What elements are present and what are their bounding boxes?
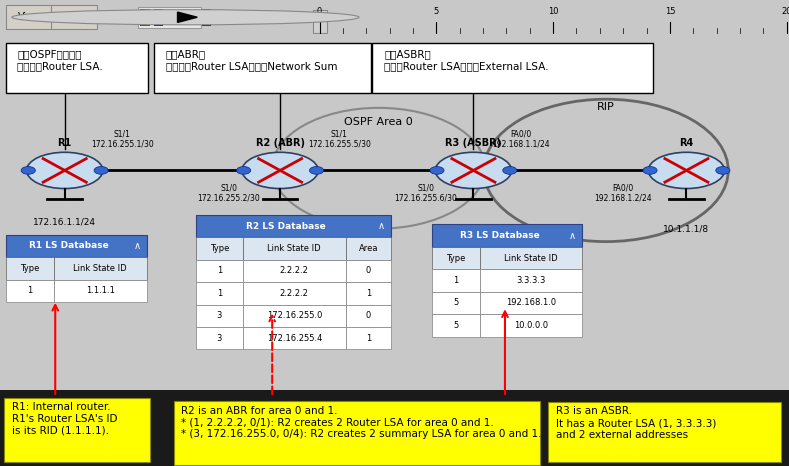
Text: R2 LS Database: R2 LS Database <box>245 221 326 231</box>
Bar <box>548 402 781 462</box>
Text: Tool: Tool <box>65 12 84 21</box>
Bar <box>313 10 327 33</box>
FancyBboxPatch shape <box>51 5 97 29</box>
Text: R1: R1 <box>58 138 72 148</box>
FancyBboxPatch shape <box>372 43 653 93</box>
FancyBboxPatch shape <box>6 43 148 93</box>
Ellipse shape <box>436 152 511 189</box>
Text: Type: Type <box>447 254 466 262</box>
Bar <box>346 305 391 327</box>
Text: R3 (ASBR): R3 (ASBR) <box>445 138 502 148</box>
Bar <box>196 327 243 350</box>
Bar <box>6 235 147 257</box>
Text: 5: 5 <box>434 7 439 15</box>
Circle shape <box>237 166 251 174</box>
Bar <box>243 282 346 305</box>
Bar <box>243 237 346 260</box>
Text: Type: Type <box>210 244 229 253</box>
Bar <box>432 269 480 292</box>
Bar <box>140 8 150 26</box>
FancyBboxPatch shape <box>154 43 371 93</box>
Text: R3 LS Database: R3 LS Database <box>459 231 540 240</box>
Text: R1: Internal router.
R1's Router LSA's ID
is its RID (1.1.1.1).: R1: Internal router. R1's Router LSA's I… <box>12 402 118 435</box>
Circle shape <box>716 166 730 174</box>
Text: ∧: ∧ <box>133 241 140 251</box>
Polygon shape <box>178 12 197 22</box>
Text: R4: R4 <box>679 138 694 148</box>
Bar <box>432 314 480 336</box>
Bar <box>480 314 582 336</box>
Text: 1: 1 <box>366 334 371 343</box>
Bar <box>196 260 243 282</box>
Circle shape <box>21 166 36 174</box>
Bar <box>54 257 147 280</box>
Text: 0: 0 <box>366 267 371 275</box>
Text: Link State ID: Link State ID <box>267 244 321 253</box>
Text: S1/1
172.16.255.5/30: S1/1 172.16.255.5/30 <box>308 130 371 149</box>
Text: 192.168.1.0: 192.168.1.0 <box>506 298 556 308</box>
Text: View: View <box>18 12 42 21</box>
Text: R1 LS Database: R1 LS Database <box>28 241 109 250</box>
Bar <box>346 237 391 260</box>
Text: ∧: ∧ <box>569 231 576 240</box>
Bar <box>196 305 243 327</box>
Bar <box>4 398 150 462</box>
Circle shape <box>12 10 359 25</box>
Text: 我是ABR。
我有一个Router LSA，两个Network Sum: 我是ABR。 我有一个Router LSA，两个Network Sum <box>166 49 337 71</box>
Text: Type: Type <box>21 264 39 273</box>
Bar <box>138 7 201 27</box>
Text: 3: 3 <box>217 334 222 343</box>
Text: 我是ASBR。
有一个Router LSA，两个External LSA.: 我是ASBR。 有一个Router LSA，两个External LSA. <box>384 49 549 71</box>
Text: R3 is an ASBR.
It has a Router LSA (1, 3.3.3.3)
and 2 external addresses: R3 is an ASBR. It has a Router LSA (1, 3… <box>556 406 716 439</box>
Text: Area: Area <box>359 244 378 253</box>
Bar <box>480 269 582 292</box>
Bar <box>480 292 582 314</box>
Circle shape <box>643 166 657 174</box>
Bar <box>6 257 54 280</box>
Bar <box>196 237 243 260</box>
Text: 172.16.1.1/24: 172.16.1.1/24 <box>33 218 96 227</box>
Text: 1: 1 <box>28 286 32 295</box>
Text: 我是OSPF路由器。
我有一个Router LSA.: 我是OSPF路由器。 我有一个Router LSA. <box>17 49 103 71</box>
Text: Link State ID: Link State ID <box>73 264 127 273</box>
Bar <box>346 282 391 305</box>
Text: 15: 15 <box>664 7 675 15</box>
Bar <box>480 247 582 269</box>
Circle shape <box>309 166 323 174</box>
Text: S1/0
172.16.255.6/30: S1/0 172.16.255.6/30 <box>394 183 458 203</box>
Ellipse shape <box>649 152 724 189</box>
Text: 2.2.2.2: 2.2.2.2 <box>280 267 308 275</box>
Bar <box>346 327 391 350</box>
Text: 10: 10 <box>548 7 559 15</box>
Text: 5: 5 <box>454 298 458 308</box>
Bar <box>243 327 346 350</box>
Bar <box>0 391 789 466</box>
Text: ∧: ∧ <box>378 221 385 231</box>
Bar <box>346 260 391 282</box>
Text: S1/1
172.16.255.1/30: S1/1 172.16.255.1/30 <box>91 130 154 149</box>
Bar <box>196 282 243 305</box>
Bar <box>174 401 540 465</box>
Text: 3: 3 <box>217 311 222 320</box>
Text: OSPF Area 0: OSPF Area 0 <box>344 117 413 127</box>
Text: 172.16.255.0: 172.16.255.0 <box>267 311 322 320</box>
Text: 3.3.3.3: 3.3.3.3 <box>516 276 546 285</box>
Text: 5: 5 <box>454 321 458 330</box>
Text: 1: 1 <box>217 289 222 298</box>
Bar <box>202 8 211 26</box>
Bar <box>243 305 346 327</box>
Text: 1: 1 <box>366 289 371 298</box>
Text: S1/0
172.16.255.2/30: S1/0 172.16.255.2/30 <box>197 183 260 203</box>
Bar <box>432 292 480 314</box>
Text: 20: 20 <box>781 7 789 15</box>
Text: 10.0.0.0: 10.0.0.0 <box>514 321 548 330</box>
Text: 0: 0 <box>317 7 322 15</box>
Text: 0: 0 <box>366 311 371 320</box>
Circle shape <box>430 166 444 174</box>
Bar <box>432 247 480 269</box>
Text: R2 is an ABR for area 0 and 1.
* (1, 2.2.2.2, 0/1): R2 creates 2 Router LSA for : R2 is an ABR for area 0 and 1. * (1, 2.2… <box>181 405 542 439</box>
Text: 1: 1 <box>217 267 222 275</box>
Ellipse shape <box>242 152 318 189</box>
Text: Link State ID: Link State ID <box>504 254 558 262</box>
Text: R2 (ABR): R2 (ABR) <box>256 138 305 148</box>
